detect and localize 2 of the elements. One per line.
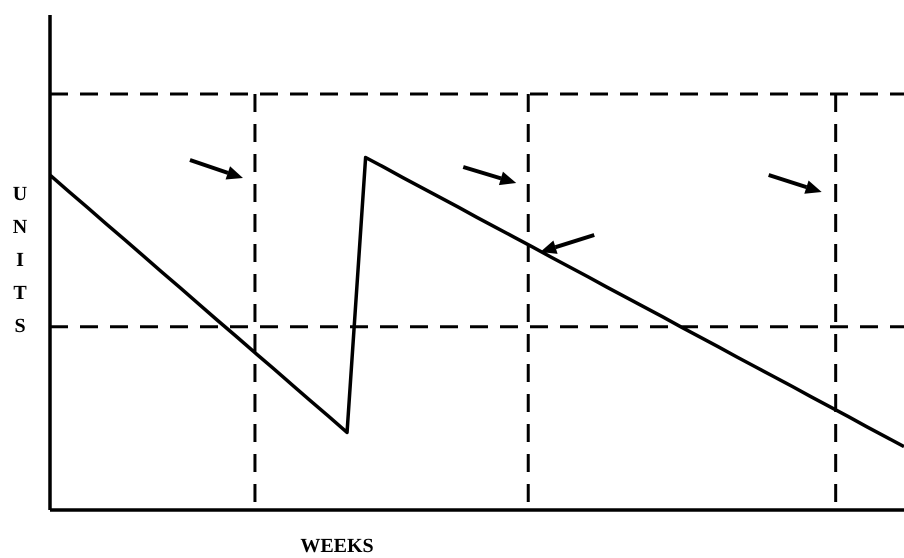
y-axis-title: UNITS <box>12 183 28 337</box>
x-axis-title: WEEKS <box>300 535 374 557</box>
